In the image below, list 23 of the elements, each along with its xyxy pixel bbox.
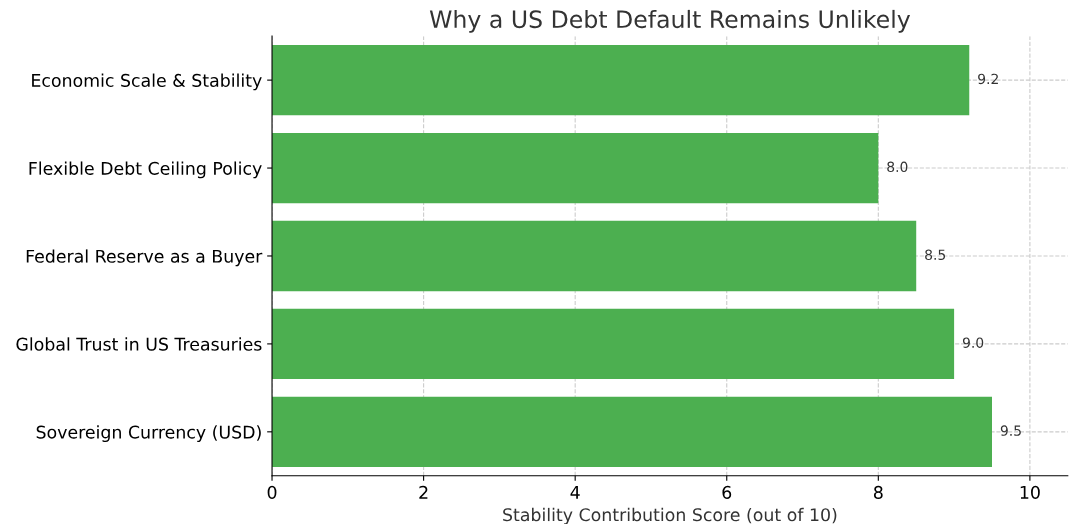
y-tick-label: Economic Scale & Stability [32,73,262,91]
data-label: 9.2 [978,73,998,85]
x-tick-label: 0 [267,485,277,499]
y-tick-label: Federal Reserve as a Buyer [26,249,263,267]
y-tick-label: Sovereign Currency (USD) [36,425,261,443]
x-tick-label: 8 [873,485,883,499]
y-tick-label: Flexible Debt Ceiling Policy [29,161,262,179]
y-tick-label: Global Trust in US Treasuries [16,337,262,351]
x-axis-title: Stability Contribution Score (out of 10) [503,507,837,524]
bar [272,396,992,467]
x-tick-label: 10 [1020,485,1040,499]
data-label: 9.5 [1000,425,1021,436]
bar [272,132,879,204]
data-label: 9.0 [962,337,984,348]
data-label: 8.5 [925,249,946,260]
bar [272,308,955,380]
bar [272,220,917,292]
chart-title: Why a US Debt Default Remains Unlikely [429,9,911,33]
x-tick-label: 4 [570,486,580,499]
x-tick-label: 6 [722,485,732,499]
data-label: 8.0 [887,161,908,173]
bar [272,44,970,116]
x-tick-label: 2 [419,485,428,499]
